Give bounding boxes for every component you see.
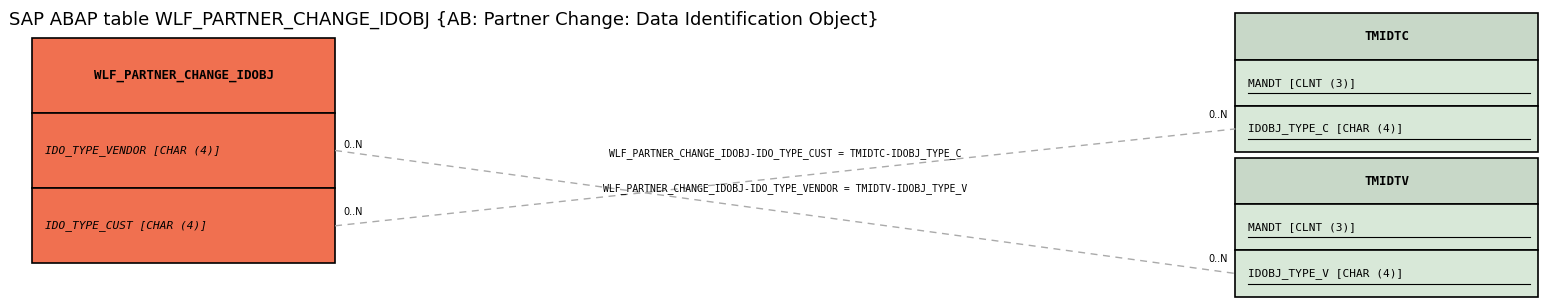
Text: SAP ABAP table WLF_PARTNER_CHANGE_IDOBJ {AB: Partner Change: Data Identification: SAP ABAP table WLF_PARTNER_CHANGE_IDOBJ … [9,10,879,29]
Text: IDO_TYPE_VENDOR [CHAR (4)]: IDO_TYPE_VENDOR [CHAR (4)] [45,145,221,156]
Text: TMIDTV: TMIDTV [1364,174,1409,188]
FancyBboxPatch shape [1235,13,1538,60]
FancyBboxPatch shape [33,188,336,264]
Text: 0..N: 0..N [344,207,362,217]
Text: WLF_PARTNER_CHANGE_IDOBJ-IDO_TYPE_CUST = TMIDTC-IDOBJ_TYPE_C: WLF_PARTNER_CHANGE_IDOBJ-IDO_TYPE_CUST =… [610,148,961,159]
Text: IDO_TYPE_CUST [CHAR (4)]: IDO_TYPE_CUST [CHAR (4)] [45,220,207,231]
FancyBboxPatch shape [33,113,336,188]
Text: 0..N: 0..N [1208,254,1227,264]
Text: WLF_PARTNER_CHANGE_IDOBJ: WLF_PARTNER_CHANGE_IDOBJ [93,69,274,82]
FancyBboxPatch shape [33,37,336,113]
Text: IDOBJ_TYPE_C [CHAR (4)]: IDOBJ_TYPE_C [CHAR (4)] [1247,123,1403,134]
FancyBboxPatch shape [1235,60,1538,106]
Text: WLF_PARTNER_CHANGE_IDOBJ-IDO_TYPE_VENDOR = TMIDTV-IDOBJ_TYPE_V: WLF_PARTNER_CHANGE_IDOBJ-IDO_TYPE_VENDOR… [603,183,967,194]
FancyBboxPatch shape [1235,250,1538,297]
Text: IDOBJ_TYPE_V [CHAR (4)]: IDOBJ_TYPE_V [CHAR (4)] [1247,268,1403,279]
Text: MANDT [CLNT (3)]: MANDT [CLNT (3)] [1247,222,1356,232]
FancyBboxPatch shape [1235,106,1538,152]
Text: 0..N: 0..N [1208,110,1227,120]
FancyBboxPatch shape [1235,204,1538,250]
Text: 0..N: 0..N [344,140,362,150]
Text: TMIDTC: TMIDTC [1364,30,1409,43]
FancyBboxPatch shape [1235,158,1538,204]
Text: MANDT [CLNT (3)]: MANDT [CLNT (3)] [1247,78,1356,88]
